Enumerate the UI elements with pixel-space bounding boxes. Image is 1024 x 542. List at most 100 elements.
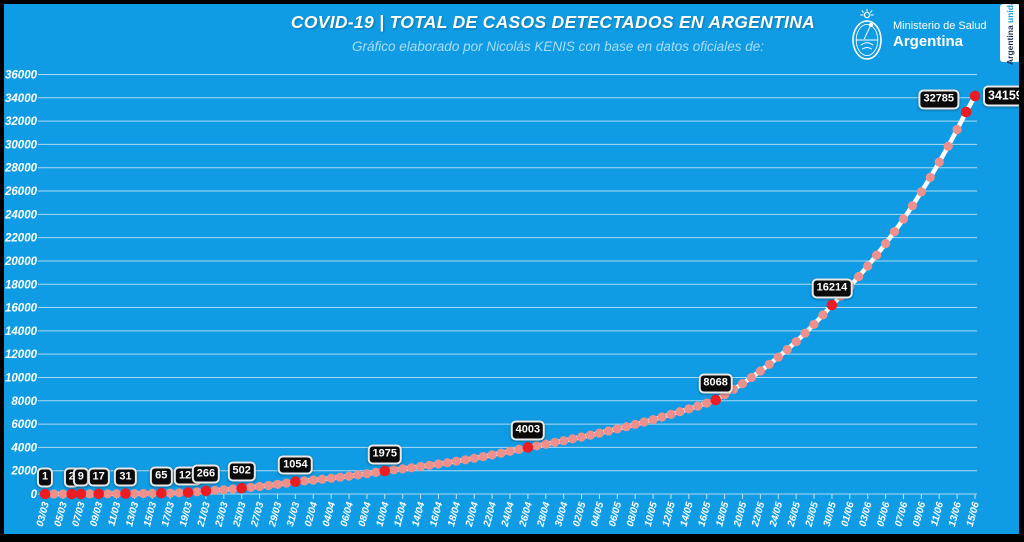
- x-axis-label: 13/03: [124, 501, 141, 528]
- data-point: [576, 432, 587, 442]
- data-point: [621, 422, 631, 432]
- x-axis-label: 03/03: [35, 501, 52, 528]
- x-axis-label: 25/03: [231, 501, 248, 529]
- data-point: [934, 157, 944, 167]
- frame-border-left: [0, 0, 4, 542]
- data-point: [666, 409, 676, 419]
- data-point: [344, 471, 354, 481]
- x-axis-label: 27/03: [249, 501, 266, 529]
- banner-word-argentina: Argentina: [1005, 25, 1015, 66]
- y-axis-label: 8000: [11, 396, 37, 408]
- data-point: [881, 239, 891, 249]
- data-point-highlight: [290, 476, 301, 488]
- data-point: [264, 480, 274, 491]
- x-axis-label: 10/05: [643, 501, 660, 528]
- data-point: [416, 461, 426, 472]
- data-point: [299, 476, 309, 486]
- data-point: [818, 310, 828, 320]
- data-point-highlight: [120, 488, 131, 499]
- x-axis-label: 30/05: [822, 501, 839, 528]
- x-axis-label: 23/03: [213, 501, 230, 529]
- y-axis-label: 18000: [5, 279, 38, 291]
- x-axis-label: 03/06: [857, 501, 874, 528]
- banner-text: Argentina unida: [1000, 0, 1020, 65]
- x-axis-label: 31/03: [285, 501, 302, 528]
- x-axis-label: 26/05: [786, 501, 803, 529]
- y-axis-label: 32000: [5, 116, 38, 128]
- data-point: [326, 473, 336, 483]
- data-point: [407, 463, 417, 473]
- x-axis-label: 15/06: [965, 501, 982, 528]
- y-axis-label: 6000: [11, 419, 37, 431]
- y-axis-label: 30000: [5, 139, 38, 151]
- page-title: COVID-19 | TOTAL DE CASOS DETECTADOS EN …: [290, 12, 816, 32]
- data-point: [559, 436, 569, 446]
- data-point: [639, 417, 649, 427]
- data-point: [451, 456, 461, 466]
- y-axis-label: 2000: [10, 466, 37, 478]
- data-point: [863, 261, 873, 271]
- series-line: [42, 93, 978, 497]
- x-axis-label: 28/04: [535, 501, 552, 529]
- banner-word-unida: unida: [1005, 0, 1015, 24]
- x-axis-label: 15/03: [142, 501, 159, 528]
- y-axis-label: 22000: [4, 233, 38, 245]
- data-point: [58, 489, 68, 499]
- data-point: [389, 465, 399, 475]
- y-axis-label: 16000: [5, 303, 38, 315]
- data-point-highlight: [522, 442, 534, 453]
- data-point: [165, 488, 175, 498]
- x-axis-label: 18/05: [714, 501, 731, 528]
- data-point-highlight: [969, 90, 981, 102]
- data-point: [478, 452, 488, 462]
- x-axis-label: 24/04: [500, 501, 517, 529]
- data-point: [103, 489, 113, 499]
- data-point: [487, 450, 497, 460]
- x-axis-label: 06/04: [339, 501, 356, 528]
- y-axis-label: 26000: [4, 186, 38, 198]
- data-point: [398, 464, 408, 474]
- argentina-coat-of-arms-icon: [852, 8, 882, 60]
- x-axis-label: 16/05: [697, 501, 714, 528]
- data-point: [255, 481, 265, 492]
- frame-border-top: [0, 0, 1024, 4]
- data-point: [809, 319, 819, 329]
- frame-border-bottom: [0, 534, 1024, 542]
- data-point: [898, 214, 909, 224]
- y-axis-label: 34000: [5, 93, 38, 105]
- data-point: [353, 470, 363, 480]
- data-point: [49, 489, 59, 499]
- data-point-highlight: [960, 106, 972, 118]
- y-axis-label: 36000: [5, 70, 38, 82]
- logo-line1: Ministerio de Salud: [893, 20, 987, 32]
- data-point: [612, 424, 622, 434]
- data-point: [889, 227, 900, 237]
- data-point: [925, 172, 935, 182]
- data-point: [281, 478, 291, 488]
- data-point: [210, 485, 220, 495]
- x-axis-label: 04/05: [589, 501, 606, 528]
- data-point: [791, 337, 801, 347]
- x-axis-label: 22/05: [750, 501, 767, 529]
- data-point: [684, 404, 694, 414]
- data-point: [603, 426, 614, 436]
- x-axis-label: 28/05: [804, 501, 821, 529]
- logo-line2: Argentina: [893, 33, 964, 50]
- data-point: [505, 446, 515, 456]
- x-axis-label: 08/05: [625, 501, 642, 528]
- data-point: [496, 448, 506, 458]
- data-point: [916, 187, 926, 197]
- data-point: [872, 250, 882, 260]
- data-point-highlight: [66, 488, 78, 500]
- x-axis-label: 17/03: [160, 501, 177, 528]
- y-axis-label: 20000: [4, 256, 38, 268]
- data-point: [782, 344, 792, 355]
- data-point: [460, 455, 470, 465]
- x-axis-label: 12/04: [392, 501, 409, 528]
- data-point: [907, 201, 918, 211]
- y-axis-label: 12000: [5, 349, 38, 361]
- data-point: [773, 352, 783, 362]
- x-axis-label: 10/04: [375, 501, 392, 528]
- data-point: [85, 489, 95, 499]
